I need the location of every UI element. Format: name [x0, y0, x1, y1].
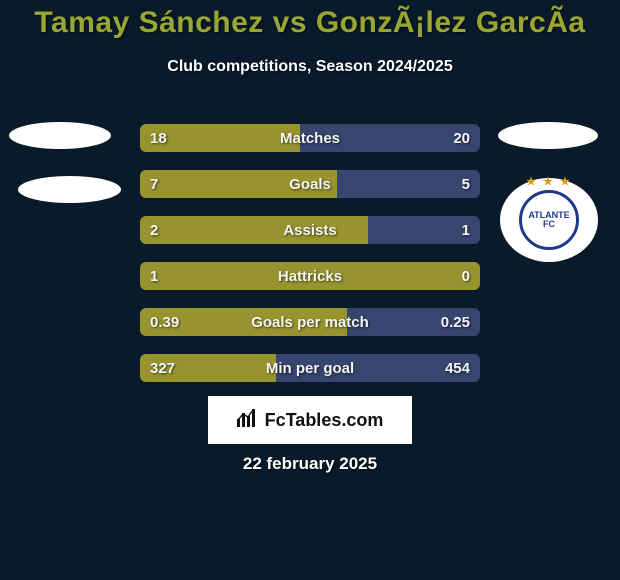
subtitle: Club competitions, Season 2024/2025 [0, 58, 620, 76]
chart-icon [237, 409, 259, 432]
player1-club-placeholder [18, 176, 121, 203]
stat-row: 10Hattricks [140, 262, 480, 290]
stat-label: Goals per match [140, 308, 480, 336]
branding-box: FcTables.com [208, 396, 412, 444]
stat-label: Goals [140, 170, 480, 198]
stat-label: Assists [140, 216, 480, 244]
club-stars: ★ ★ ★ [522, 177, 576, 189]
player2-placeholder [498, 122, 598, 149]
stat-row: 0.390.25Goals per match [140, 308, 480, 336]
stats-rows: 1820Matches 75Goals 21Assists 10Hattricks 0.… [140, 124, 480, 400]
stat-row: 327454Min per goal [140, 354, 480, 382]
branding-text: FcTables.com [265, 410, 384, 431]
stat-row: 21Assists [140, 216, 480, 244]
stat-label: Hattricks [140, 262, 480, 290]
stat-row: 1820Matches [140, 124, 480, 152]
stat-label: Min per goal [140, 354, 480, 382]
stat-row: 75Goals [140, 170, 480, 198]
page-title: Tamay Sánchez vs GonzÃ¡lez GarcÃa [0, 0, 620, 40]
stat-label: Matches [140, 124, 480, 152]
player1-placeholder [9, 122, 111, 149]
club-name: ATLANTE FC [528, 211, 569, 230]
date: 22 february 2025 [0, 454, 620, 474]
player2-club-badge: ★ ★ ★ ATLANTE FC [500, 178, 598, 262]
comparison-card: Tamay Sánchez vs GonzÃ¡lez GarcÃa Club c… [0, 0, 620, 580]
club-badge-inner: ★ ★ ★ ATLANTE FC [519, 190, 579, 250]
